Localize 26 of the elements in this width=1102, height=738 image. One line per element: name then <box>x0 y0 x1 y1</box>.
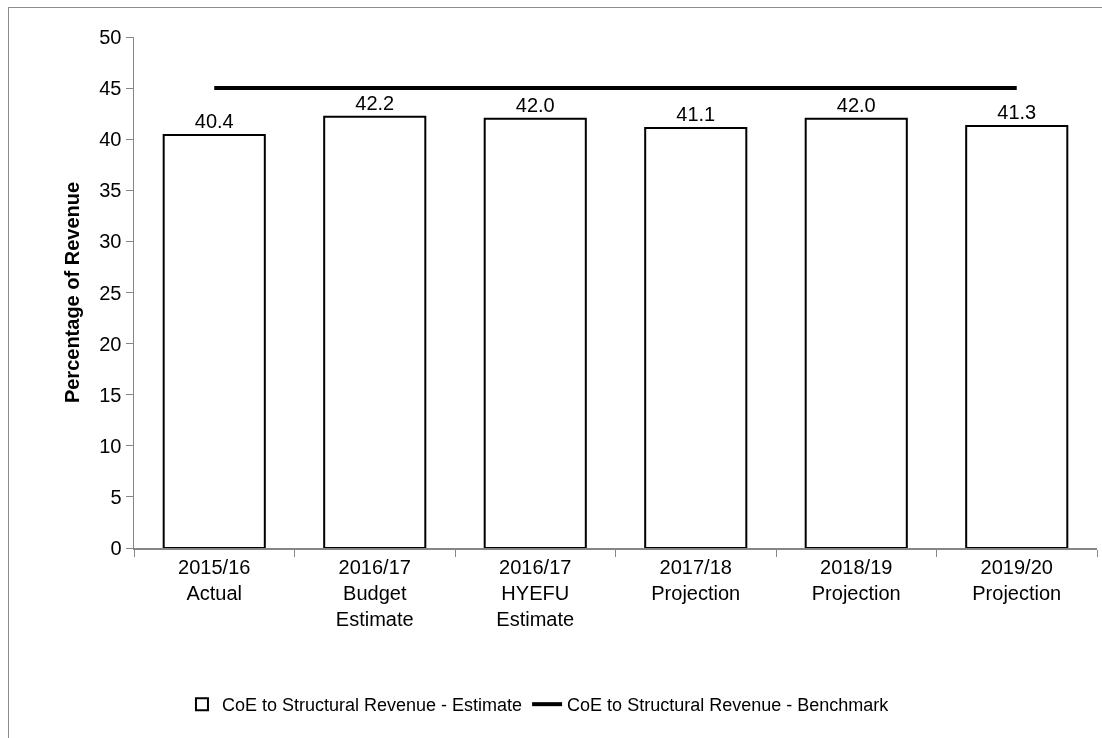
x-tick-label: 2015/16 Actual <box>178 555 251 604</box>
y-tick-label: 50 <box>99 26 122 48</box>
data-label: 41.1 <box>676 102 716 125</box>
y-tick-label: 35 <box>99 179 122 202</box>
legend-label: CoE to Structural Revenue - Benchmark <box>567 695 890 716</box>
y-tick-label: 10 <box>99 434 122 457</box>
data-label: 40.4 <box>194 110 234 133</box>
y-tick-label: 15 <box>99 383 122 406</box>
x-tick-label: 2018/19 Projection <box>811 555 901 604</box>
data-label: 42.2 <box>355 91 395 114</box>
y-tick-label: 45 <box>99 77 122 100</box>
y-tick-label: 5 <box>110 485 122 508</box>
x-tick-label: 2016/17 Budget Estimate <box>335 555 414 630</box>
y-tick-label: 20 <box>99 332 122 355</box>
y-tick-label: 40 <box>99 128 122 151</box>
y-axis-title: Percentage of Revenue <box>61 181 83 404</box>
data-label: 41.3 <box>997 100 1037 123</box>
data-label: 42.0 <box>515 93 555 116</box>
y-tick-label: 25 <box>99 281 122 304</box>
y-tick-label: 30 <box>99 230 122 253</box>
x-tick-label: 2019/20 Projection <box>972 555 1062 604</box>
data-label: 42.0 <box>836 93 876 116</box>
legend-label: CoE to Structural Revenue - Estimate <box>221 695 523 716</box>
y-tick-label: 0 <box>110 537 122 559</box>
x-tick-label: 2016/17 HYEFU Estimate <box>496 555 575 630</box>
x-tick-label: 2017/18 Projection <box>651 555 741 604</box>
